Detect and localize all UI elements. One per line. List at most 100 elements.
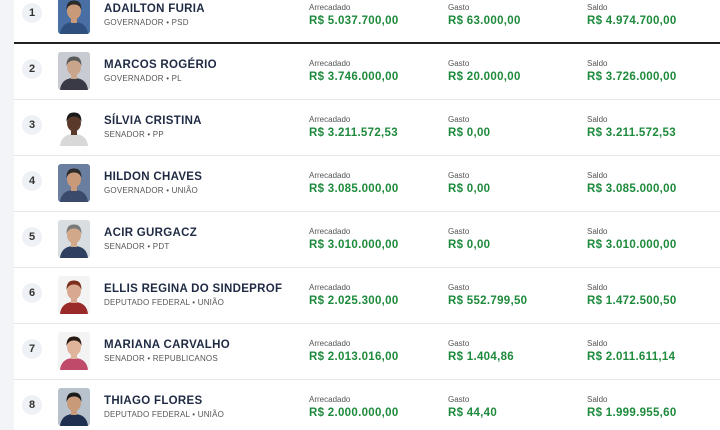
arrecadado-label: Arrecadado bbox=[309, 227, 351, 236]
arrecadado-value: R$ 3.211.572,53 bbox=[309, 127, 398, 139]
metric-saldo: Saldo R$ 3.726.000,00 bbox=[587, 59, 677, 83]
saldo-value: R$ 1.472.500,50 bbox=[587, 295, 677, 307]
metric-gasto: Gasto R$ 20.000,00 bbox=[448, 59, 521, 83]
gasto-value: R$ 63.000,00 bbox=[448, 15, 521, 27]
saldo-value: R$ 2.011.611,14 bbox=[587, 351, 676, 363]
rank-badge: 1 bbox=[22, 3, 42, 23]
candidate-row[interactable]: 1 ADAILTON FURIA GOVERNADOR • PSD Arreca… bbox=[14, 0, 720, 44]
candidate-photo bbox=[58, 164, 90, 202]
candidate-role: SENADOR • PDT bbox=[104, 242, 170, 251]
metric-arrecadado: Arrecadado R$ 2.025.300,00 bbox=[309, 283, 399, 307]
arrecadado-label: Arrecadado bbox=[309, 59, 351, 68]
gasto-value: R$ 552.799,50 bbox=[448, 295, 528, 307]
saldo-value: R$ 3.010.000,00 bbox=[587, 239, 677, 251]
candidate-name[interactable]: MARCOS ROGÉRIO bbox=[104, 59, 217, 71]
rank-badge: 6 bbox=[22, 283, 42, 303]
arrecadado-value: R$ 5.037.700,00 bbox=[309, 15, 399, 27]
arrecadado-value: R$ 3.085.000,00 bbox=[309, 183, 399, 195]
arrecadado-label: Arrecadado bbox=[309, 115, 351, 124]
candidate-row[interactable]: 8 THIAGO FLORES DEPUTADO FEDERAL • UNIÃO… bbox=[14, 380, 720, 430]
candidate-photo bbox=[58, 0, 90, 34]
gasto-value: R$ 0,00 bbox=[448, 127, 491, 139]
arrecadado-value: R$ 2.000.000,00 bbox=[309, 407, 399, 419]
rank-badge: 4 bbox=[22, 171, 42, 191]
saldo-label: Saldo bbox=[587, 115, 608, 124]
arrecadado-label: Arrecadado bbox=[309, 395, 351, 404]
candidate-row[interactable]: 2 MARCOS ROGÉRIO GOVERNADOR • PL Arrecad… bbox=[14, 44, 720, 100]
gasto-label: Gasto bbox=[448, 395, 470, 404]
metric-arrecadado: Arrecadado R$ 3.211.572,53 bbox=[309, 115, 398, 139]
candidate-photo bbox=[58, 52, 90, 90]
saldo-value: R$ 3.085.000,00 bbox=[587, 183, 677, 195]
metric-arrecadado: Arrecadado R$ 3.746.000,00 bbox=[309, 59, 399, 83]
arrecadado-label: Arrecadado bbox=[309, 339, 351, 348]
candidate-name[interactable]: ELLIS REGINA DO SINDEPROF bbox=[104, 283, 283, 295]
metric-arrecadado: Arrecadado R$ 2.013.016,00 bbox=[309, 339, 399, 363]
candidate-photo bbox=[58, 108, 90, 146]
candidate-row[interactable]: 4 HILDON CHAVES GOVERNADOR • UNIÃO Arrec… bbox=[14, 156, 720, 212]
candidate-photo bbox=[58, 276, 90, 314]
candidate-row[interactable]: 7 MARIANA CARVALHO SENADOR • REPUBLICANO… bbox=[14, 324, 720, 380]
arrecadado-value: R$ 2.013.016,00 bbox=[309, 351, 399, 363]
gasto-value: R$ 44,40 bbox=[448, 407, 498, 419]
saldo-value: R$ 3.726.000,00 bbox=[587, 71, 677, 83]
candidate-row[interactable]: 3 SÍLVIA CRISTINA SENADOR • PP Arrecadad… bbox=[14, 100, 720, 156]
gasto-label: Gasto bbox=[448, 227, 470, 236]
saldo-value: R$ 1.999.955,60 bbox=[587, 407, 677, 419]
metric-arrecadado: Arrecadado R$ 5.037.700,00 bbox=[309, 3, 399, 27]
candidate-role: GOVERNADOR • PL bbox=[104, 74, 182, 83]
saldo-label: Saldo bbox=[587, 3, 608, 12]
candidate-name[interactable]: ACIR GURGACZ bbox=[104, 227, 198, 239]
rank-badge: 2 bbox=[22, 59, 42, 79]
candidate-role: GOVERNADOR • PSD bbox=[104, 18, 189, 27]
metric-saldo: Saldo R$ 2.011.611,14 bbox=[587, 339, 675, 363]
left-gutter bbox=[0, 0, 14, 430]
candidate-name[interactable]: HILDON CHAVES bbox=[104, 171, 203, 183]
candidate-photo bbox=[58, 332, 90, 370]
rank-badge: 8 bbox=[22, 395, 42, 415]
metric-saldo: Saldo R$ 3.010.000,00 bbox=[587, 227, 677, 251]
candidate-name[interactable]: ADAILTON FURIA bbox=[104, 3, 205, 15]
candidate-ranking-list: 1 ADAILTON FURIA GOVERNADOR • PSD Arreca… bbox=[14, 0, 720, 430]
candidate-role: SENADOR • PP bbox=[104, 130, 164, 139]
gasto-label: Gasto bbox=[448, 171, 470, 180]
metric-arrecadado: Arrecadado R$ 3.085.000,00 bbox=[309, 171, 399, 195]
metric-gasto: Gasto R$ 552.799,50 bbox=[448, 283, 527, 307]
gasto-label: Gasto bbox=[448, 339, 470, 348]
saldo-label: Saldo bbox=[587, 395, 608, 404]
candidate-photo bbox=[58, 220, 90, 258]
gasto-label: Gasto bbox=[448, 59, 470, 68]
metric-saldo: Saldo R$ 1.999.955,60 bbox=[587, 395, 677, 419]
metric-gasto: Gasto R$ 63.000,00 bbox=[448, 3, 521, 27]
metric-gasto: Gasto R$ 0,00 bbox=[448, 115, 490, 139]
gasto-value: R$ 0,00 bbox=[448, 183, 491, 195]
metric-gasto: Gasto R$ 0,00 bbox=[448, 171, 490, 195]
rank-badge: 3 bbox=[22, 115, 42, 135]
gasto-value: R$ 0,00 bbox=[448, 239, 491, 251]
gasto-value: R$ 1.404,86 bbox=[448, 351, 514, 363]
metric-saldo: Saldo R$ 4.974.700,00 bbox=[587, 3, 677, 27]
candidate-name[interactable]: MARIANA CARVALHO bbox=[104, 339, 230, 351]
gasto-value: R$ 20.000,00 bbox=[448, 71, 521, 83]
arrecadado-value: R$ 2.025.300,00 bbox=[309, 295, 399, 307]
arrecadado-label: Arrecadado bbox=[309, 3, 351, 12]
candidate-role: DEPUTADO FEDERAL • UNIÃO bbox=[104, 298, 225, 307]
arrecadado-label: Arrecadado bbox=[309, 171, 351, 180]
saldo-label: Saldo bbox=[587, 171, 608, 180]
candidate-name[interactable]: THIAGO FLORES bbox=[104, 395, 203, 407]
metric-saldo: Saldo R$ 1.472.500,50 bbox=[587, 283, 677, 307]
candidate-row[interactable]: 6 ELLIS REGINA DO SINDEPROF DEPUTADO FED… bbox=[14, 268, 720, 324]
candidate-row[interactable]: 5 ACIR GURGACZ SENADOR • PDT Arrecadado … bbox=[14, 212, 720, 268]
candidate-role: DEPUTADO FEDERAL • UNIÃO bbox=[104, 410, 225, 419]
arrecadado-label: Arrecadado bbox=[309, 283, 351, 292]
metric-saldo: Saldo R$ 3.211.572,53 bbox=[587, 115, 676, 139]
gasto-label: Gasto bbox=[448, 283, 470, 292]
candidate-role: SENADOR • REPUBLICANOS bbox=[104, 354, 218, 363]
metric-arrecadado: Arrecadado R$ 2.000.000,00 bbox=[309, 395, 399, 419]
gasto-label: Gasto bbox=[448, 115, 470, 124]
candidate-name[interactable]: SÍLVIA CRISTINA bbox=[104, 115, 202, 127]
metric-gasto: Gasto R$ 1.404,86 bbox=[448, 339, 514, 363]
rank-badge: 7 bbox=[22, 339, 42, 359]
gasto-label: Gasto bbox=[448, 3, 470, 12]
metric-gasto: Gasto R$ 0,00 bbox=[448, 227, 490, 251]
